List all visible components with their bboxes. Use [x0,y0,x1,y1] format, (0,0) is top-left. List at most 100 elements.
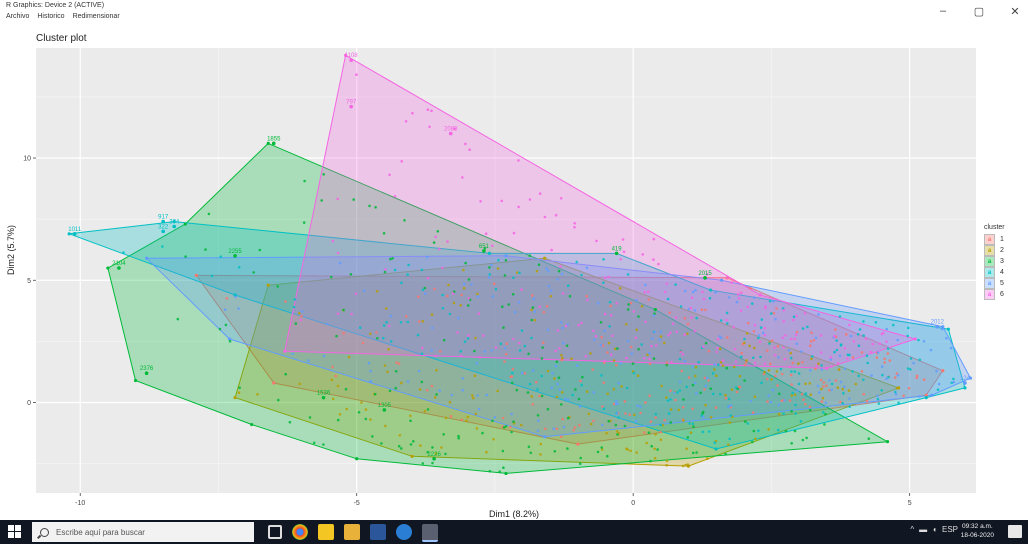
language-indicator[interactable]: ESP [941,525,958,534]
scatter-point [496,389,499,393]
scatter-point [675,330,678,334]
scatter-point [699,391,702,395]
scatter-point [557,269,561,273]
windows-start-icon[interactable] [8,525,22,539]
scatter-point [561,417,564,421]
taskbar-clock[interactable]: 09:32 a.m. 18-06-2020 [961,522,994,540]
scatter-point [615,364,618,367]
scatter-point [409,414,412,418]
scatter-point [460,293,463,297]
scatter-point [880,365,884,368]
minimize-button[interactable]: – [939,5,947,17]
scatter-point [626,273,630,276]
scatter-point [704,384,708,388]
scatter-point [601,344,605,347]
r-graphics-icon[interactable] [422,524,438,542]
point-label: 322 [158,224,169,230]
scatter-point [476,295,480,299]
scatter-point [703,388,706,391]
scatter-point [462,282,466,286]
legend-key-4: a [984,267,995,278]
point-label: 797 [346,100,357,106]
menu-redimensionar[interactable]: Redimensionar [72,13,120,20]
scatter-point [397,444,401,448]
labelled-point [321,395,326,400]
scatter-point [457,434,460,438]
sticky-notes-icon[interactable] [318,524,334,540]
close-button[interactable]: ✕ [1010,6,1020,18]
scatter-point [617,381,620,385]
window-controls: – ▢ ✕ [936,5,1022,18]
labelled-point [382,408,387,412]
word-icon[interactable] [370,524,386,540]
scatter-point [223,308,227,312]
scatter-point [674,316,678,319]
scatter-point [745,332,749,335]
scatter-point [669,421,672,424]
scatter-point [382,336,385,340]
scatter-point [652,314,656,317]
r-app-icon[interactable] [396,524,412,540]
taskbar-search-box[interactable]: Escribe aquí para buscar [32,522,254,542]
scatter-point [693,329,697,333]
chevron-up-icon[interactable]: ^ [910,525,915,534]
scatter-point [892,323,895,327]
scatter-point [393,268,397,272]
scatter-point [592,338,596,341]
network-icon[interactable]: ▬ [919,525,928,534]
scatter-point [399,321,403,324]
scatter-point [428,125,431,129]
notification-icon[interactable] [1008,525,1022,538]
scatter-point [561,326,564,330]
scatter-point [627,303,630,306]
scatter-point [511,367,515,371]
scatter-point [608,300,612,304]
scatter-point [885,377,888,381]
scatter-point [917,338,920,342]
scatter-point [818,391,821,394]
volume-icon[interactable]: ◖ [932,525,937,534]
scatter-point [344,387,348,391]
scatter-point [790,370,793,373]
scatter-point [441,307,445,310]
scatter-point [575,364,579,367]
scatter-point [864,337,868,341]
scatter-point [420,268,424,272]
scatter-point [520,423,523,427]
scatter-point [660,384,663,388]
scatter-point [510,381,514,385]
scatter-point [518,341,521,345]
scatter-point [721,364,725,368]
scatter-point [298,312,301,315]
scatter-point [789,351,792,355]
scatter-point [846,357,849,360]
scatter-point [787,349,791,352]
scatter-point [952,377,955,381]
scatter-point [438,350,442,353]
hull-vertex-point [233,396,237,400]
scatter-point [531,294,534,297]
scatter-point [431,461,434,465]
scatter-point [653,456,657,460]
scatter-point [634,419,638,423]
menu-archivo[interactable]: Archivo [6,13,30,20]
scatter-point [833,334,836,338]
scatter-point [695,316,698,320]
scatter-point [772,300,775,303]
scatter-point [895,387,899,390]
scatter-point [574,388,577,391]
scatter-point [763,333,767,337]
task-view-icon[interactable] [268,525,282,539]
menu-historico[interactable]: Historico [37,13,65,20]
labelled-point [172,224,177,229]
scatter-point [743,341,746,345]
scatter-point [608,325,611,328]
scatter-point [694,288,697,292]
scatter-point [857,374,860,378]
maximize-button[interactable]: ▢ [973,6,985,18]
scatter-point [665,363,668,367]
scatter-point [520,288,523,291]
chrome-icon[interactable] [292,524,308,540]
scatter-point [485,450,488,454]
file-explorer-icon[interactable] [344,524,360,540]
